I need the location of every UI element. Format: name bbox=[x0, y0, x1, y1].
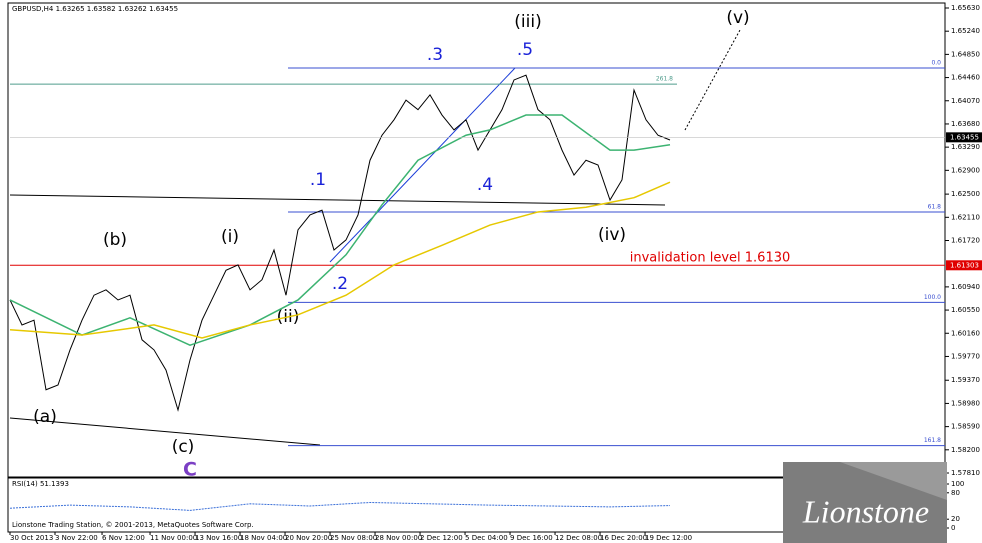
level-label: 261.8 bbox=[656, 76, 673, 83]
trendline bbox=[9, 417, 321, 446]
y-tick-label: 1.64460 bbox=[951, 74, 980, 82]
x-tick-label: 30 Oct 2013 bbox=[10, 534, 53, 542]
y-tick-label: 1.63680 bbox=[951, 120, 980, 128]
x-tick-label: 3 Nov 22:00 bbox=[55, 534, 98, 542]
invalidation-note: invalidation level 1.6130 bbox=[630, 251, 791, 266]
y-tick-label: 1.63290 bbox=[951, 143, 980, 151]
wave-label: (iv) bbox=[598, 225, 626, 245]
logo: Lionstone bbox=[783, 462, 947, 543]
wave-label: .3 bbox=[427, 45, 443, 65]
wave-label: (v) bbox=[726, 8, 749, 28]
annotations: (iii) .3 .5 .1 .2 .4 (b) (i) (ii) (a) (c… bbox=[33, 8, 790, 481]
current-price-box bbox=[946, 132, 982, 143]
price-line bbox=[9, 74, 671, 412]
y-tick-label: 1.60160 bbox=[951, 329, 980, 337]
rsi-label: RSI(14) 51.1393 bbox=[12, 480, 69, 488]
y-tick-label: 1.58200 bbox=[951, 446, 980, 454]
level-price: 1.61303 bbox=[950, 261, 979, 269]
x-tick-label: 13 Nov 16:00 bbox=[195, 534, 242, 542]
rsi-line bbox=[9, 501, 671, 511]
level-label: 100.0 bbox=[924, 294, 941, 301]
x-tick-label: 20 Nov 20:00 bbox=[285, 534, 332, 542]
wave-label: (b) bbox=[103, 230, 127, 250]
y-tick-label: 1.64070 bbox=[951, 97, 980, 105]
level-price-box bbox=[946, 260, 982, 271]
x-tick-label: 5 Dec 04:00 bbox=[465, 534, 508, 542]
current-price: 1.63455 bbox=[950, 133, 979, 141]
wave-label: C bbox=[183, 459, 197, 481]
rsi-tick-label: 0 bbox=[951, 524, 955, 532]
wave-label: (a) bbox=[33, 407, 57, 427]
level-label: 161.8 bbox=[924, 437, 941, 444]
y-tick-label: 1.62900 bbox=[951, 166, 980, 174]
trendline bbox=[9, 194, 666, 206]
y-tick-label: 1.62110 bbox=[951, 213, 980, 221]
x-tick-label: 18 Nov 04:00 bbox=[240, 534, 287, 542]
x-tick-label: 28 Nov 00:00 bbox=[375, 534, 422, 542]
wave-label: (c) bbox=[172, 437, 195, 457]
x-tick-label: 16 Dec 20:00 bbox=[600, 534, 647, 542]
x-tick-label: 11 Nov 00:00 bbox=[150, 534, 197, 542]
x-tick-label: 19 Dec 12:00 bbox=[645, 534, 692, 542]
level-label: 0.0 bbox=[931, 60, 941, 67]
projection-line bbox=[684, 29, 741, 131]
logo-shade bbox=[840, 462, 947, 500]
y-tick-label: 1.62500 bbox=[951, 190, 980, 198]
price-line bbox=[9, 114, 671, 346]
x-tick-label: 6 Nov 12:00 bbox=[102, 534, 145, 542]
logo-text: Lionstone bbox=[802, 493, 929, 529]
y-tick-label: 1.60940 bbox=[951, 283, 980, 291]
wave-label: .5 bbox=[517, 40, 533, 60]
y-tick-label: 1.60550 bbox=[951, 306, 980, 314]
price-line bbox=[9, 181, 671, 339]
x-tick-label: 9 Dec 16:00 bbox=[510, 534, 553, 542]
main-frame bbox=[7, 2, 946, 478]
y-tick-label: 1.61720 bbox=[951, 237, 980, 245]
rsi-tick-label: 20 bbox=[951, 515, 960, 523]
wave-label: (i) bbox=[221, 227, 239, 247]
rsi-tick-label: 80 bbox=[951, 489, 960, 497]
channel-line bbox=[329, 67, 516, 263]
y-tick-label: 1.65240 bbox=[951, 27, 980, 35]
x-tick-label: 25 Nov 08:00 bbox=[330, 534, 377, 542]
x-tick-label: 12 Dec 08:00 bbox=[555, 534, 602, 542]
wave-label: .1 bbox=[310, 170, 326, 190]
footer: Lionstone Trading Station, © 2001-2013, … bbox=[12, 521, 254, 529]
y-tick-label: 1.59770 bbox=[951, 352, 980, 360]
rsi-tick-label: 100 bbox=[951, 480, 964, 488]
y-tick-label: 1.59370 bbox=[951, 376, 980, 384]
chart-title: GBPUSD,H4 1.63265 1.63582 1.63262 1.6345… bbox=[12, 5, 178, 13]
wave-label: .4 bbox=[477, 175, 493, 195]
y-tick-label: 1.58590 bbox=[951, 423, 980, 431]
x-tick-label: 2 Dec 12:00 bbox=[420, 534, 463, 542]
y-tick-label: 1.65630 bbox=[951, 4, 980, 12]
wave-label: (iii) bbox=[514, 12, 541, 32]
wave-label: .2 bbox=[332, 274, 348, 294]
y-tick-label: 1.64850 bbox=[951, 50, 980, 58]
level-label: 61.8 bbox=[928, 203, 942, 210]
y-tick-label: 1.58980 bbox=[951, 399, 980, 407]
y-tick-label: 1.57810 bbox=[951, 469, 980, 477]
